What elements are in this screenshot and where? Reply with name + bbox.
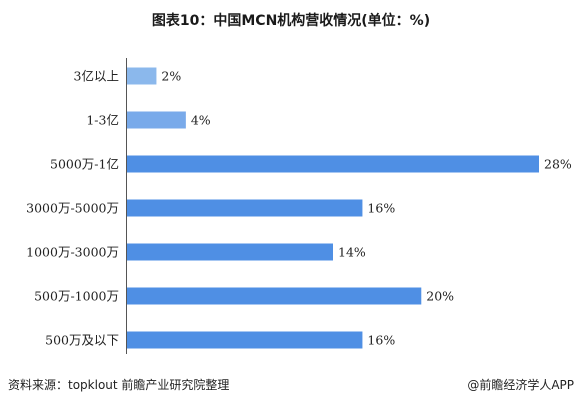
footer: 资料来源：topklout 前瞻产业研究院整理 @前瞻经济学人APP (8, 374, 574, 394)
bar-4 (127, 243, 333, 261)
bar-1 (127, 111, 186, 129)
value-label-0: 2% (161, 69, 181, 84)
category-label-0: 3亿以上 (74, 69, 119, 84)
value-label-2: 28% (544, 157, 572, 172)
bar-0 (127, 67, 157, 85)
value-label-5: 20% (426, 289, 454, 304)
value-label-3: 16% (367, 201, 395, 216)
category-label-2: 5000万-1亿 (50, 157, 119, 172)
bar-5 (127, 287, 422, 305)
category-label-5: 500万-1000万 (34, 289, 119, 304)
bar-2 (127, 155, 539, 173)
value-label-6: 16% (367, 333, 395, 348)
value-label-4: 14% (338, 245, 366, 260)
source-note: 资料来源：topklout 前瞻产业研究院整理 (8, 378, 230, 392)
category-label-4: 1000万-3000万 (26, 245, 119, 260)
category-label-1: 1-3亿 (86, 113, 119, 128)
chart-title: 图表10：中国MCN机构营收情况(单位：%) (151, 13, 431, 29)
brand-credit: @前瞻经济学人APP (467, 378, 574, 392)
bar-6 (127, 331, 363, 349)
category-label-6: 500万及以下 (45, 333, 119, 348)
value-label-1: 4% (191, 113, 211, 128)
category-label-3: 3000万-5000万 (26, 201, 119, 216)
bar-3 (127, 199, 363, 217)
